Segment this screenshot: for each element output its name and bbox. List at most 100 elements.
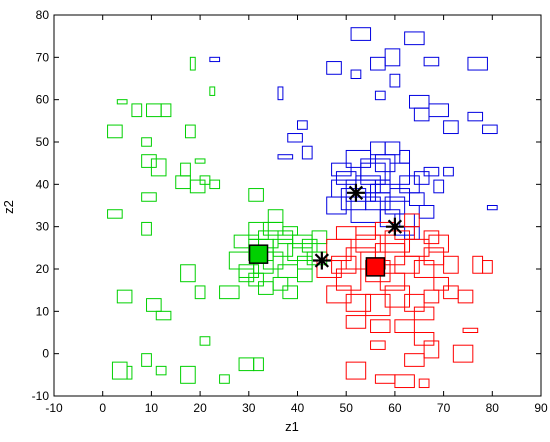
data-box-series-1-point-31 bbox=[180, 365, 196, 384]
data-box-series-1-point-25 bbox=[194, 285, 206, 300]
data-box-series-2-point-22 bbox=[301, 145, 313, 160]
data-box-series-2-point-2 bbox=[404, 31, 425, 46]
data-box-series-2-point-23 bbox=[331, 162, 352, 177]
y-tick-label: 60 bbox=[36, 93, 50, 107]
data-box-series-2-point-8 bbox=[374, 90, 386, 101]
data-box-series-2-point-17 bbox=[467, 111, 484, 122]
data-box-series-1-point-7 bbox=[209, 86, 216, 96]
data-box-series-3-point-23 bbox=[335, 226, 357, 240]
data-box-series-1-point-58 bbox=[277, 230, 294, 245]
data-box-series-3-point-37 bbox=[452, 344, 474, 363]
data-box-series-3-point-41 bbox=[345, 361, 367, 380]
data-box-series-3-point-43 bbox=[394, 374, 415, 389]
data-box-series-1-point-5 bbox=[160, 103, 172, 118]
x-axis-label: z1 bbox=[285, 419, 299, 434]
data-box-series-3-point-27 bbox=[404, 213, 420, 228]
data-box-series-1-point-9 bbox=[141, 137, 152, 147]
data-box-series-2-point-6 bbox=[467, 56, 488, 71]
data-box-series-1-point-61 bbox=[248, 188, 264, 202]
data-box-series-2-point-16 bbox=[443, 120, 459, 135]
data-box-series-2-point-19 bbox=[287, 133, 303, 143]
data-box-series-3-point-19 bbox=[423, 289, 440, 304]
data-box-series-3-point-39 bbox=[423, 340, 440, 359]
data-box-series-3-point-48 bbox=[331, 255, 357, 274]
y-tick-label: 50 bbox=[36, 135, 50, 149]
data-box-series-2-point-29 bbox=[409, 192, 425, 207]
data-box-series-2-point-3 bbox=[370, 56, 386, 71]
data-box-series-1-point-3 bbox=[131, 103, 143, 118]
data-box-series-1-point-34 bbox=[253, 357, 264, 372]
data-box-series-2-point-47 bbox=[413, 171, 430, 185]
data-box-series-3-point-2 bbox=[326, 238, 352, 262]
data-box-series-3-point-16 bbox=[384, 285, 411, 308]
data-box-series-3-point-28 bbox=[345, 315, 367, 329]
data-box-series-1-point-59 bbox=[297, 268, 313, 283]
data-box-series-2-point-1 bbox=[350, 27, 372, 41]
x-tick-label: -10 bbox=[45, 401, 63, 415]
data-box-series-2-point-44 bbox=[326, 196, 347, 215]
data-box-series-1-point-56 bbox=[248, 272, 264, 287]
data-box-series-1-point-60 bbox=[311, 230, 328, 245]
data-box-series-1-point-41 bbox=[267, 209, 284, 223]
center-asterisk-5 bbox=[385, 217, 404, 236]
center-square-1 bbox=[248, 244, 269, 264]
data-box-series-1-point-47 bbox=[301, 238, 318, 253]
data-box-series-3-point-15 bbox=[365, 293, 391, 317]
data-box-series-1-point-15 bbox=[141, 192, 157, 202]
asterisk-stroke bbox=[314, 253, 329, 268]
data-box-series-3-point-35 bbox=[457, 289, 474, 304]
data-box-series-3-point-29 bbox=[370, 319, 391, 333]
data-box-series-3-point-42 bbox=[374, 374, 396, 384]
x-tick-label: 30 bbox=[242, 401, 256, 415]
data-box-series-3-point-47 bbox=[379, 272, 406, 291]
data-box-series-3-point-34 bbox=[472, 255, 484, 274]
data-box-series-2-point-21 bbox=[277, 154, 294, 160]
data-box-series-2-point-54 bbox=[399, 149, 411, 164]
data-box-series-2-point-18 bbox=[482, 124, 498, 135]
data-box-series-1-point-4 bbox=[146, 103, 162, 118]
data-box-series-1-point-43 bbox=[277, 264, 298, 278]
data-box-series-2-point-37 bbox=[404, 226, 420, 240]
data-box-series-1-point-17 bbox=[189, 179, 206, 194]
y-tick-label: 30 bbox=[36, 220, 50, 234]
data-box-series-2-point-51 bbox=[486, 205, 498, 211]
data-box-series-2-point-43 bbox=[360, 162, 386, 185]
x-tick-label: 60 bbox=[388, 401, 402, 415]
data-box-series-1-point-33 bbox=[238, 357, 255, 372]
data-box-series-3-point-33 bbox=[443, 285, 459, 300]
data-box-series-1-point-14 bbox=[107, 209, 123, 219]
center-asterisk-4 bbox=[346, 183, 365, 202]
data-box-series-2-point-53 bbox=[384, 141, 401, 156]
data-box-series-3-point-24 bbox=[355, 226, 376, 240]
data-box-series-3-point-45 bbox=[482, 260, 493, 274]
data-box-series-2-point-4 bbox=[384, 48, 401, 67]
data-box-series-2-point-9 bbox=[389, 73, 401, 88]
y-tick-label: 80 bbox=[36, 8, 50, 22]
data-box-series-1-point-21 bbox=[116, 289, 133, 304]
x-tick-label: 80 bbox=[486, 401, 500, 415]
y-tick-label: 20 bbox=[36, 262, 50, 276]
data-box-series-1-point-26 bbox=[199, 336, 211, 346]
axes: -10 0 10 20 30 40 50 60 70 80 90 -10 0 10 20 30 40 50 60 70… bbox=[32, 8, 548, 415]
center-square-2 bbox=[365, 257, 386, 277]
data-box-series-1-point-20 bbox=[141, 221, 152, 236]
data-box-series-3-point-18 bbox=[413, 306, 435, 321]
data-box-series-2-point-30 bbox=[418, 205, 435, 219]
data-box-series-2-point-52 bbox=[370, 141, 386, 156]
asterisk-stroke bbox=[348, 185, 364, 200]
data-box-series-1-point-11 bbox=[150, 158, 167, 177]
x-tick-label: 40 bbox=[291, 401, 305, 415]
data-box-series-2-point-15 bbox=[428, 103, 449, 118]
data-box-series-2-point-14 bbox=[413, 107, 430, 122]
data-box-series-1-point-12 bbox=[180, 162, 191, 177]
data-box-series-2-point-46 bbox=[389, 188, 411, 202]
data-box-series-2-point-49 bbox=[433, 179, 445, 194]
y-tick-label: 40 bbox=[36, 177, 50, 191]
data-box-series-1-point-2 bbox=[116, 99, 128, 105]
data-box-series-3-point-14 bbox=[345, 293, 372, 312]
data-box-series-1-point-51 bbox=[238, 268, 255, 283]
data-box-series-1-point-35 bbox=[219, 285, 240, 300]
data-box-series-1-point-28 bbox=[126, 365, 133, 380]
